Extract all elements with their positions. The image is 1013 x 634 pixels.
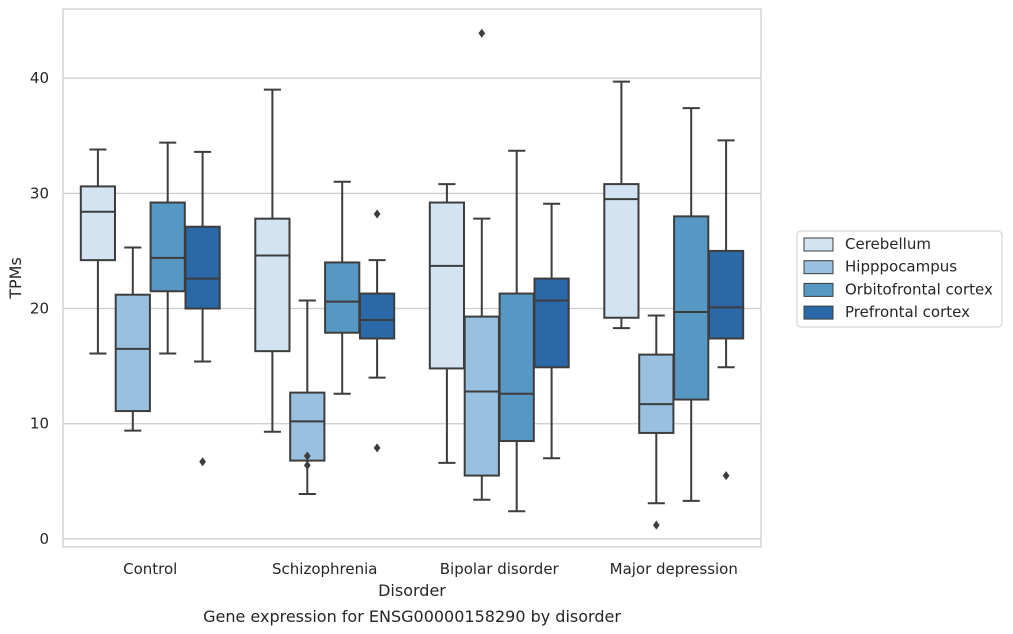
box-prefrontal-cortex: [533, 202, 570, 460]
box-hipppocampus: [289, 299, 326, 496]
box-cerebellum: [603, 80, 640, 330]
box-body: [289, 391, 326, 462]
y-tick-label: 30: [30, 184, 49, 202]
box-cerebellum: [254, 88, 291, 433]
x-tick-label: Schizophrenia: [272, 560, 377, 578]
box-body: [498, 292, 535, 443]
x-tick-label: Bipolar disorder: [440, 560, 560, 578]
x-tick-labels: Control Schizophrenia Bipolar disorder Majo…: [123, 560, 738, 578]
box-body: [533, 277, 570, 369]
outlier-marker: [199, 457, 206, 467]
box-body: [673, 215, 710, 401]
box-body: [324, 261, 361, 334]
box-orbitofrontal-cortex: [149, 141, 186, 355]
box-orbitofrontal-cortex: [673, 107, 710, 502]
outlier-marker: [652, 520, 660, 530]
x-tick-label: Major depression: [610, 560, 738, 578]
outlier-marker: [478, 28, 486, 38]
legend-label: Hipppocampus: [845, 258, 957, 276]
legend-swatch: [803, 237, 834, 252]
legend-label: Orbitofrontal cortex: [845, 280, 993, 298]
box-hipppocampus: [463, 28, 500, 501]
legend-frame: [796, 230, 1003, 328]
box-body: [463, 315, 500, 477]
chart-title: Gene expression for ENSG00000158290 by d…: [203, 607, 621, 626]
box-body: [358, 292, 396, 340]
box-body: [638, 353, 675, 434]
box-prefrontal-cortex: [707, 139, 745, 481]
box-body: [603, 183, 640, 319]
y-tick-label: 20: [30, 300, 49, 318]
box-hipppocampus: [638, 314, 675, 530]
x-axis-label: Disorder: [378, 581, 446, 600]
outlier-marker: [303, 451, 311, 461]
y-tick-label: 10: [30, 415, 49, 433]
box-orbitofrontal-cortex: [498, 149, 535, 513]
legend-swatch: [803, 305, 834, 320]
box-hipppocampus: [114, 246, 151, 432]
box-orbitofrontal-cortex: [324, 180, 361, 395]
box-body: [114, 293, 151, 413]
legend: Cerebellum Hipppocampus Orbitofrontal cort…: [796, 230, 1003, 328]
y-tick-labels: 0 10 20 30 40: [30, 69, 49, 548]
y-tick-label: 40: [30, 69, 49, 87]
legend-swatch: [803, 260, 834, 275]
box-body: [254, 217, 291, 353]
outlier-marker: [373, 443, 381, 453]
box-cerebellum: [428, 183, 466, 464]
box-prefrontal-cortex: [184, 150, 221, 467]
x-tick-label: Control: [123, 560, 177, 578]
legend-label: Cerebellum: [845, 235, 931, 253]
box-body: [184, 225, 221, 310]
outlier-marker: [303, 460, 311, 470]
y-tick-label: 0: [39, 530, 49, 548]
box-body: [428, 201, 466, 370]
legend-swatch: [803, 282, 834, 297]
box-body: [707, 249, 745, 340]
outlier-marker: [722, 471, 730, 481]
y-axis-label: TPMs: [6, 257, 25, 300]
plot-area-frame: [62, 8, 762, 548]
box-cerebellum: [79, 148, 117, 355]
box-prefrontal-cortex: [358, 209, 396, 453]
box-body: [149, 201, 186, 293]
box-series: [79, 28, 745, 530]
legend-label: Prefrontal cortex: [845, 303, 970, 321]
outlier-marker: [373, 209, 381, 219]
box-body: [79, 185, 117, 262]
